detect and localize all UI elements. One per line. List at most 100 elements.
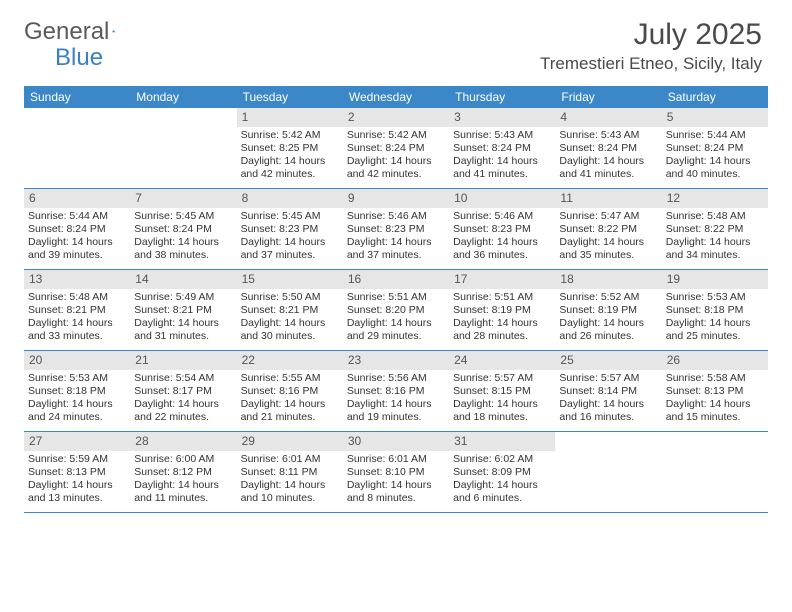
day-number: 29 bbox=[237, 432, 343, 451]
sunrise-line: Sunrise: 5:53 AM bbox=[666, 291, 764, 304]
sunrise-line: Sunrise: 5:52 AM bbox=[559, 291, 657, 304]
sunrise-line: Sunrise: 6:01 AM bbox=[347, 453, 445, 466]
day-number: 25 bbox=[555, 351, 661, 370]
day-cell: 29Sunrise: 6:01 AMSunset: 8:11 PMDayligh… bbox=[237, 432, 343, 512]
day-content: Sunrise: 5:43 AMSunset: 8:24 PMDaylight:… bbox=[555, 127, 661, 188]
daylight-line: Daylight: 14 hours and 19 minutes. bbox=[347, 398, 445, 424]
day-number: 1 bbox=[237, 108, 343, 127]
sunset-line: Sunset: 8:22 PM bbox=[666, 223, 764, 236]
weekday-header: Tuesday bbox=[237, 86, 343, 108]
brand-text-general: General bbox=[24, 18, 109, 46]
sunrise-line: Sunrise: 5:44 AM bbox=[28, 210, 126, 223]
sunrise-line: Sunrise: 5:43 AM bbox=[453, 129, 551, 142]
week-row: 20Sunrise: 5:53 AMSunset: 8:18 PMDayligh… bbox=[24, 351, 768, 432]
week-row: 6Sunrise: 5:44 AMSunset: 8:24 PMDaylight… bbox=[24, 189, 768, 270]
daylight-line: Daylight: 14 hours and 29 minutes. bbox=[347, 317, 445, 343]
day-cell: 7Sunrise: 5:45 AMSunset: 8:24 PMDaylight… bbox=[130, 189, 236, 269]
day-content: Sunrise: 6:00 AMSunset: 8:12 PMDaylight:… bbox=[130, 451, 236, 512]
daylight-line: Daylight: 14 hours and 37 minutes. bbox=[241, 236, 339, 262]
day-cell: 12Sunrise: 5:48 AMSunset: 8:22 PMDayligh… bbox=[662, 189, 768, 269]
daylight-line: Daylight: 14 hours and 37 minutes. bbox=[347, 236, 445, 262]
sunrise-line: Sunrise: 6:02 AM bbox=[453, 453, 551, 466]
empty-day-cell: . bbox=[555, 432, 661, 512]
day-number: 12 bbox=[662, 189, 768, 208]
day-cell: 24Sunrise: 5:57 AMSunset: 8:15 PMDayligh… bbox=[449, 351, 555, 431]
calendar-grid: SundayMondayTuesdayWednesdayThursdayFrid… bbox=[24, 86, 768, 513]
sail-icon bbox=[112, 22, 116, 40]
day-cell: 13Sunrise: 5:48 AMSunset: 8:21 PMDayligh… bbox=[24, 270, 130, 350]
day-number: 19 bbox=[662, 270, 768, 289]
day-number: 11 bbox=[555, 189, 661, 208]
sunrise-line: Sunrise: 5:42 AM bbox=[241, 129, 339, 142]
day-number: 15 bbox=[237, 270, 343, 289]
sunset-line: Sunset: 8:15 PM bbox=[453, 385, 551, 398]
sunrise-line: Sunrise: 5:53 AM bbox=[28, 372, 126, 385]
empty-day-cell: . bbox=[662, 432, 768, 512]
day-cell: 20Sunrise: 5:53 AMSunset: 8:18 PMDayligh… bbox=[24, 351, 130, 431]
daylight-line: Daylight: 14 hours and 10 minutes. bbox=[241, 479, 339, 505]
sunset-line: Sunset: 8:09 PM bbox=[453, 466, 551, 479]
day-cell: 28Sunrise: 6:00 AMSunset: 8:12 PMDayligh… bbox=[130, 432, 236, 512]
week-row: 13Sunrise: 5:48 AMSunset: 8:21 PMDayligh… bbox=[24, 270, 768, 351]
day-cell: 30Sunrise: 6:01 AMSunset: 8:10 PMDayligh… bbox=[343, 432, 449, 512]
day-content: Sunrise: 5:51 AMSunset: 8:20 PMDaylight:… bbox=[343, 289, 449, 350]
day-cell: 21Sunrise: 5:54 AMSunset: 8:17 PMDayligh… bbox=[130, 351, 236, 431]
daylight-line: Daylight: 14 hours and 30 minutes. bbox=[241, 317, 339, 343]
sunrise-line: Sunrise: 5:46 AM bbox=[453, 210, 551, 223]
sunset-line: Sunset: 8:16 PM bbox=[347, 385, 445, 398]
day-number: 3 bbox=[449, 108, 555, 127]
daylight-line: Daylight: 14 hours and 18 minutes. bbox=[453, 398, 551, 424]
sunset-line: Sunset: 8:25 PM bbox=[241, 142, 339, 155]
day-content: Sunrise: 5:59 AMSunset: 8:13 PMDaylight:… bbox=[24, 451, 130, 512]
day-content: Sunrise: 5:48 AMSunset: 8:22 PMDaylight:… bbox=[662, 208, 768, 269]
sunrise-line: Sunrise: 5:45 AM bbox=[134, 210, 232, 223]
day-content: Sunrise: 5:52 AMSunset: 8:19 PMDaylight:… bbox=[555, 289, 661, 350]
day-content: Sunrise: 5:44 AMSunset: 8:24 PMDaylight:… bbox=[662, 127, 768, 188]
daylight-line: Daylight: 14 hours and 8 minutes. bbox=[347, 479, 445, 505]
week-row: 27Sunrise: 5:59 AMSunset: 8:13 PMDayligh… bbox=[24, 432, 768, 513]
sunset-line: Sunset: 8:23 PM bbox=[347, 223, 445, 236]
sunset-line: Sunset: 8:23 PM bbox=[241, 223, 339, 236]
day-cell: 3Sunrise: 5:43 AMSunset: 8:24 PMDaylight… bbox=[449, 108, 555, 188]
day-number: 28 bbox=[130, 432, 236, 451]
daylight-line: Daylight: 14 hours and 38 minutes. bbox=[134, 236, 232, 262]
day-content: Sunrise: 5:45 AMSunset: 8:24 PMDaylight:… bbox=[130, 208, 236, 269]
day-cell: 14Sunrise: 5:49 AMSunset: 8:21 PMDayligh… bbox=[130, 270, 236, 350]
day-cell: 17Sunrise: 5:51 AMSunset: 8:19 PMDayligh… bbox=[449, 270, 555, 350]
day-number: 18 bbox=[555, 270, 661, 289]
sunrise-line: Sunrise: 5:55 AM bbox=[241, 372, 339, 385]
daylight-line: Daylight: 14 hours and 21 minutes. bbox=[241, 398, 339, 424]
weekday-header: Thursday bbox=[449, 86, 555, 108]
day-number: 10 bbox=[449, 189, 555, 208]
day-cell: 19Sunrise: 5:53 AMSunset: 8:18 PMDayligh… bbox=[662, 270, 768, 350]
sunrise-line: Sunrise: 5:57 AM bbox=[453, 372, 551, 385]
day-cell: 8Sunrise: 5:45 AMSunset: 8:23 PMDaylight… bbox=[237, 189, 343, 269]
sunrise-line: Sunrise: 6:00 AM bbox=[134, 453, 232, 466]
day-cell: 22Sunrise: 5:55 AMSunset: 8:16 PMDayligh… bbox=[237, 351, 343, 431]
sunset-line: Sunset: 8:13 PM bbox=[666, 385, 764, 398]
sunrise-line: Sunrise: 5:51 AM bbox=[347, 291, 445, 304]
empty-day-cell: . bbox=[24, 108, 130, 188]
daylight-line: Daylight: 14 hours and 16 minutes. bbox=[559, 398, 657, 424]
daylight-line: Daylight: 14 hours and 35 minutes. bbox=[559, 236, 657, 262]
day-cell: 27Sunrise: 5:59 AMSunset: 8:13 PMDayligh… bbox=[24, 432, 130, 512]
weekday-header: Wednesday bbox=[343, 86, 449, 108]
day-number: 30 bbox=[343, 432, 449, 451]
sunrise-line: Sunrise: 5:46 AM bbox=[347, 210, 445, 223]
sunset-line: Sunset: 8:21 PM bbox=[241, 304, 339, 317]
sunrise-line: Sunrise: 5:47 AM bbox=[559, 210, 657, 223]
page-header: General Blue July 2025 Tremestieri Etneo… bbox=[0, 0, 792, 78]
daylight-line: Daylight: 14 hours and 11 minutes. bbox=[134, 479, 232, 505]
day-content: Sunrise: 5:53 AMSunset: 8:18 PMDaylight:… bbox=[24, 370, 130, 431]
sunrise-line: Sunrise: 5:50 AM bbox=[241, 291, 339, 304]
day-content: Sunrise: 6:01 AMSunset: 8:11 PMDaylight:… bbox=[237, 451, 343, 512]
day-content: Sunrise: 5:51 AMSunset: 8:19 PMDaylight:… bbox=[449, 289, 555, 350]
sunset-line: Sunset: 8:24 PM bbox=[453, 142, 551, 155]
daylight-line: Daylight: 14 hours and 15 minutes. bbox=[666, 398, 764, 424]
sunset-line: Sunset: 8:12 PM bbox=[134, 466, 232, 479]
day-number: 22 bbox=[237, 351, 343, 370]
daylight-line: Daylight: 14 hours and 42 minutes. bbox=[347, 155, 445, 181]
sunset-line: Sunset: 8:23 PM bbox=[453, 223, 551, 236]
sunset-line: Sunset: 8:20 PM bbox=[347, 304, 445, 317]
sunset-line: Sunset: 8:17 PM bbox=[134, 385, 232, 398]
